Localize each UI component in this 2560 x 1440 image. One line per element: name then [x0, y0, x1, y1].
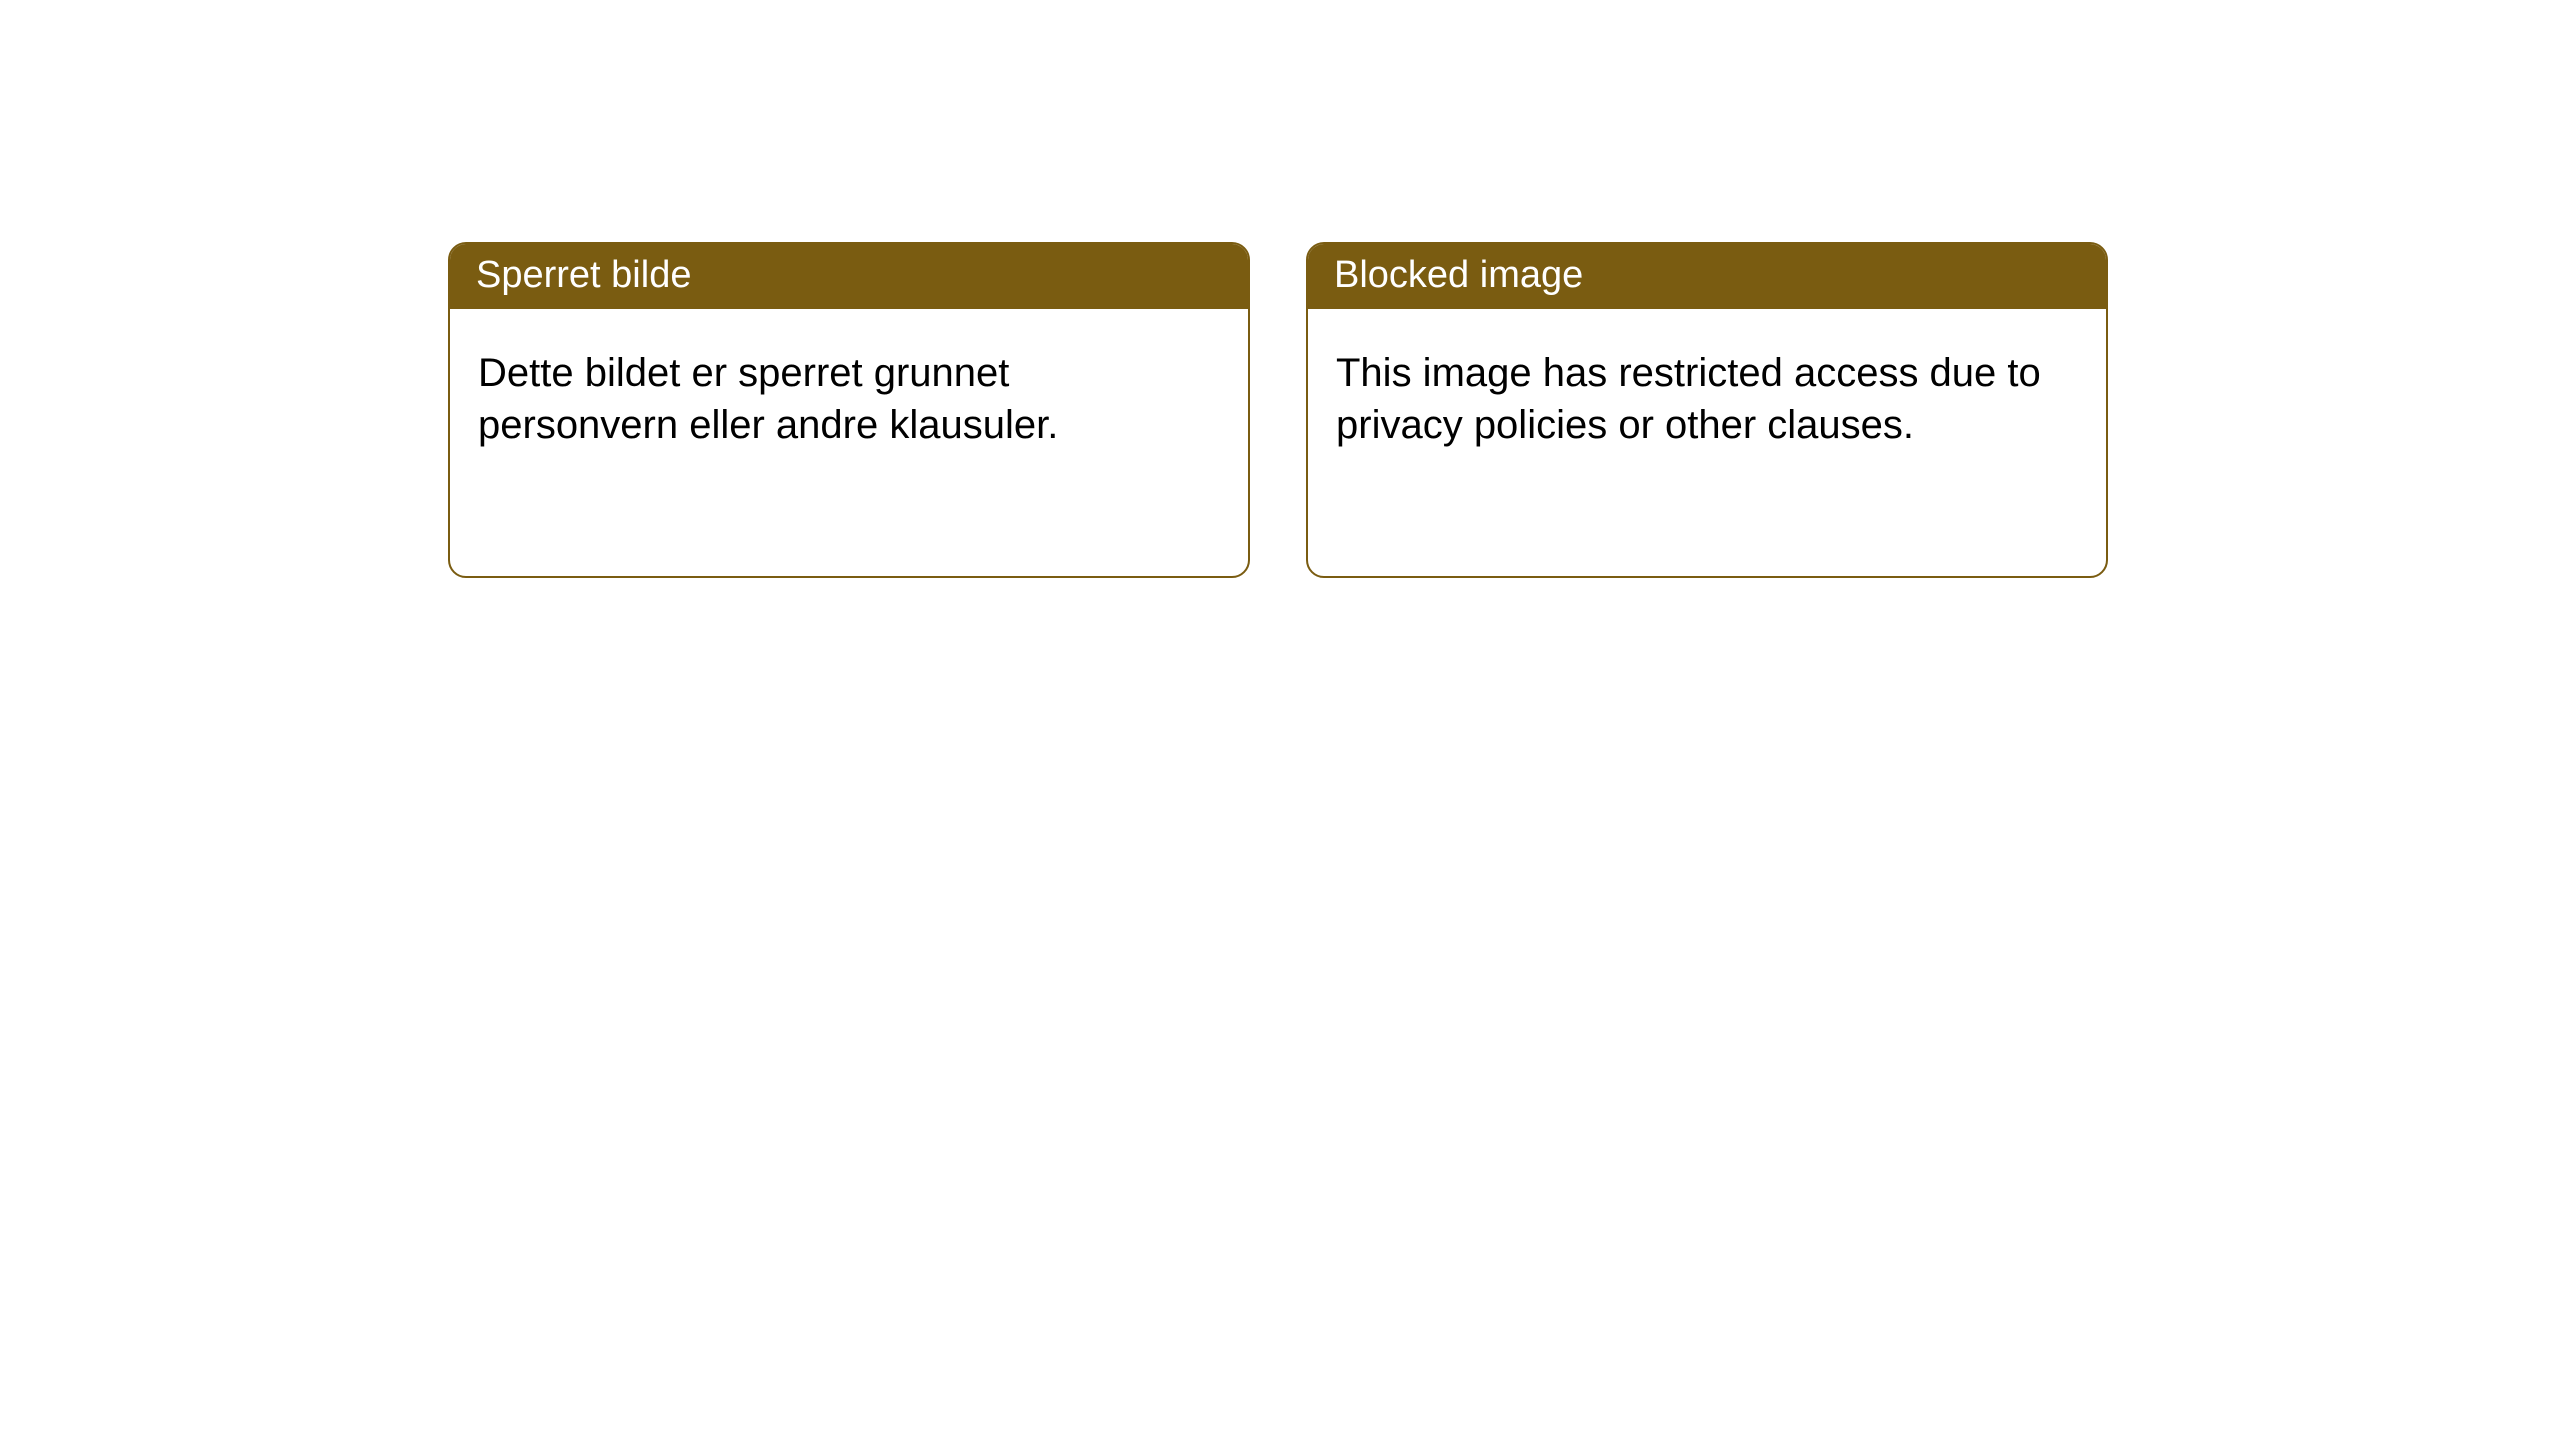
notice-cards-container: Sperret bilde Dette bildet er sperret gr… — [0, 0, 2560, 578]
notice-card-body: Dette bildet er sperret grunnet personve… — [450, 309, 1248, 489]
notice-card-title: Blocked image — [1308, 244, 2106, 309]
notice-card-body: This image has restricted access due to … — [1308, 309, 2106, 489]
notice-card-norwegian: Sperret bilde Dette bildet er sperret gr… — [448, 242, 1250, 578]
notice-card-english: Blocked image This image has restricted … — [1306, 242, 2108, 578]
notice-card-title: Sperret bilde — [450, 244, 1248, 309]
